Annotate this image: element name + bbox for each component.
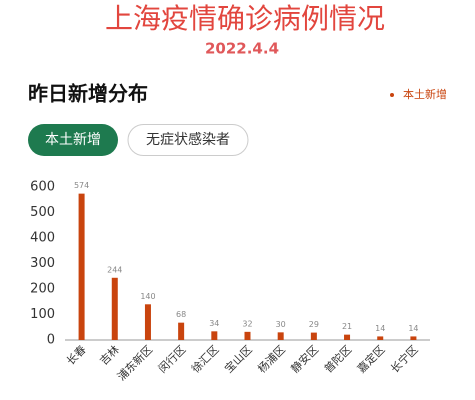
y-tick-label: 200 xyxy=(30,282,55,297)
bar xyxy=(410,336,417,340)
legend-label: 本土新增 xyxy=(403,87,447,101)
data-label: 244 xyxy=(107,265,122,274)
bar xyxy=(144,304,151,340)
legend-dot xyxy=(390,93,394,97)
bar xyxy=(377,336,384,340)
bar xyxy=(178,322,185,340)
tab[interactable] xyxy=(127,124,249,156)
y-tick-label: 600 xyxy=(30,180,55,195)
bar xyxy=(111,277,118,340)
data-label: 30 xyxy=(276,320,286,329)
date: 2022.4.4 xyxy=(205,40,279,58)
data-label: 68 xyxy=(176,310,186,319)
data-label: 34 xyxy=(209,319,219,328)
bar xyxy=(344,334,351,340)
y-tick-label: 400 xyxy=(30,231,55,246)
bar xyxy=(78,193,85,340)
y-tick-label: 0 xyxy=(47,333,55,348)
tab-label[interactable]: 本土新增 xyxy=(45,132,101,148)
data-label: 574 xyxy=(74,181,89,190)
data-label: 21 xyxy=(342,322,352,331)
y-tick-label: 100 xyxy=(30,307,55,322)
data-label: 14 xyxy=(375,324,385,333)
data-label: 14 xyxy=(408,324,418,333)
data-label: 29 xyxy=(309,320,319,329)
bar xyxy=(211,331,218,340)
y-tick-label: 500 xyxy=(30,205,55,220)
tab-active[interactable] xyxy=(28,124,118,156)
y-tick-label: 300 xyxy=(30,256,55,271)
bar xyxy=(310,332,317,340)
page-title: 上海疫情确诊病例情况 xyxy=(105,2,385,35)
bar xyxy=(277,332,284,340)
bar xyxy=(244,331,251,340)
tab-label[interactable]: 无症状感染者 xyxy=(146,131,230,148)
data-label: 140 xyxy=(140,292,155,301)
section-title: 昨日新增分布 xyxy=(28,82,148,106)
data-label: 32 xyxy=(242,319,252,328)
